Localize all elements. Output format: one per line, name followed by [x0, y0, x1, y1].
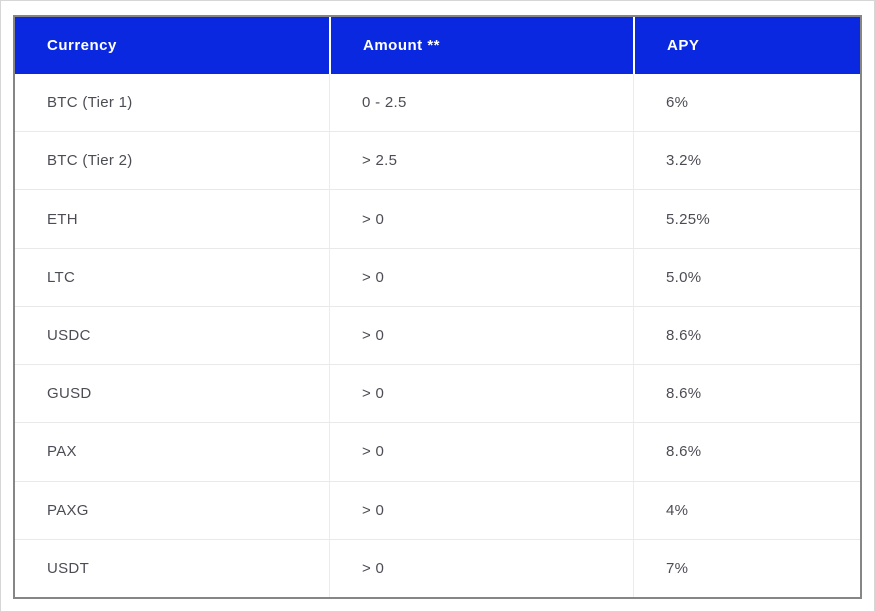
currency-cell: BTC (Tier 2) [47, 152, 133, 170]
column-header-currency: Currency [47, 37, 117, 54]
currency-cell: USDC [47, 326, 91, 344]
amount-cell: > 0 [329, 365, 633, 423]
apy-cell: 8.6% [633, 365, 860, 423]
column-header-apy: APY [633, 17, 860, 74]
interest-rates-table: Currency Amount ** APY BTC (Tier 1) 0 - … [13, 15, 862, 599]
apy-cell: 7% [633, 539, 860, 597]
table-row: USDC > 0 8.6% [15, 305, 860, 365]
currency-cell: LTC [47, 268, 76, 286]
amount-cell: > 0 [329, 481, 633, 539]
currency-cell: PAX [47, 443, 77, 461]
table-row: ETH > 0 5.25% [15, 189, 860, 248]
currency-cell: BTC (Tier 1) [47, 94, 133, 112]
apy-cell: 5.25% [633, 190, 860, 248]
table-body: BTC (Tier 1) 0 - 2.5 6% BTC (Tier 2) > 2… [15, 74, 860, 597]
currency-cell: USDT [47, 559, 90, 577]
currency-cell: ETH [47, 210, 78, 228]
amount-cell: > 0 [329, 190, 633, 248]
table-row: GUSD > 0 8.6% [15, 364, 860, 423]
table-row: USDT > 0 7% [15, 538, 860, 597]
apy-cell: 8.6% [633, 423, 860, 481]
apy-cell: 3.2% [633, 132, 860, 190]
apy-cell: 4% [633, 481, 860, 539]
currency-cell: PAXG [47, 501, 89, 519]
amount-cell: > 0 [329, 423, 633, 481]
apy-cell: 8.6% [633, 306, 860, 365]
amount-cell: 0 - 2.5 [329, 74, 633, 132]
column-header-amount: Amount ** [329, 17, 633, 74]
amount-cell: > 2.5 [329, 132, 633, 190]
table-row: LTC > 0 5.0% [15, 247, 860, 306]
table-header-row: Currency Amount ** APY [15, 17, 860, 74]
table-row: BTC (Tier 2) > 2.5 3.2% [15, 131, 860, 190]
apy-cell: 5.0% [633, 248, 860, 306]
amount-cell: > 0 [329, 539, 633, 597]
apy-cell: 6% [633, 74, 860, 132]
amount-cell: > 0 [329, 248, 633, 306]
table-row: PAXG > 0 4% [15, 480, 860, 539]
table-row: BTC (Tier 1) 0 - 2.5 6% [15, 74, 860, 132]
table-row: PAX > 0 8.6% [15, 422, 860, 481]
currency-cell: GUSD [47, 385, 92, 403]
amount-cell: > 0 [329, 306, 633, 365]
